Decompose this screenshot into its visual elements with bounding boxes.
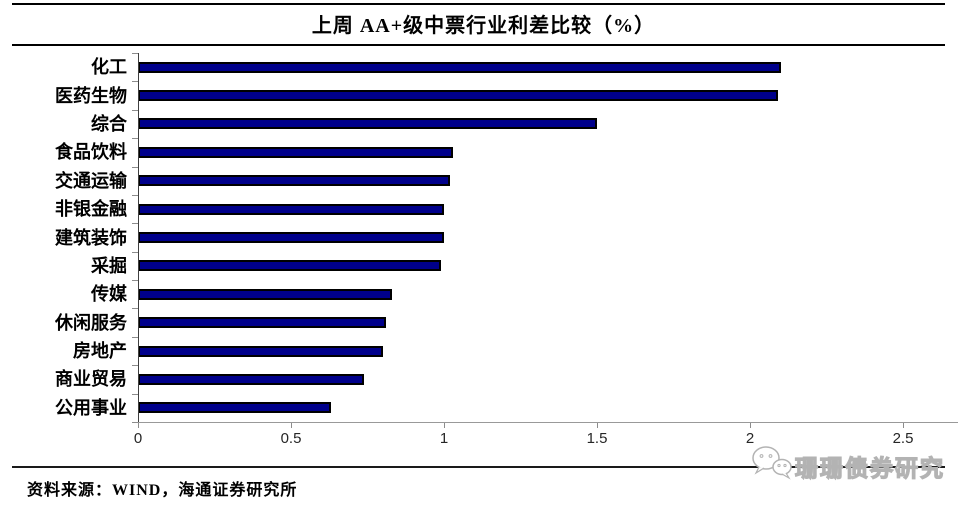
category-label: 化工 (91, 57, 127, 78)
category-label: 采掘 (91, 255, 127, 276)
x-tick-label: 1 (439, 430, 449, 447)
wechat-icon (749, 443, 793, 488)
bar (138, 288, 392, 300)
category-label: 非银金融 (55, 199, 127, 220)
bar-track (138, 53, 903, 81)
chart-row: 化工 (0, 53, 903, 81)
y-axis (138, 53, 139, 423)
bar-track (138, 394, 903, 422)
chart-row: 房地产 (0, 337, 903, 365)
bar (138, 402, 331, 414)
x-tick-label: 0 (133, 430, 143, 447)
chart-row: 商业贸易 (0, 365, 903, 393)
y-axis-tick (132, 223, 138, 225)
bar (138, 118, 597, 130)
bar (138, 317, 386, 329)
watermark-text: 珊珊债券研究 (794, 455, 945, 481)
chart-row: 综合 (0, 110, 903, 138)
x-axis-line (138, 422, 958, 423)
x-tick-label: 0.5 (280, 430, 302, 447)
chart-row: 交通运输 (0, 167, 903, 195)
top-rule (12, 3, 945, 5)
bar-track (138, 195, 903, 223)
chart-row: 医药生物 (0, 81, 903, 109)
bar (138, 260, 441, 272)
bar-chart: 化工医药生物综合食品饮料交通运输非银金融建筑装饰采掘传媒休闲服务房地产商业贸易公… (0, 53, 903, 422)
bar (138, 90, 778, 102)
x-axis-tick (444, 423, 445, 428)
y-axis-tick (132, 166, 138, 168)
bar (138, 146, 454, 158)
bar-track (138, 309, 903, 337)
chart-row: 非银金融 (0, 195, 903, 223)
bar (138, 203, 444, 215)
bar-track (138, 110, 903, 138)
y-axis-tick (132, 109, 138, 111)
category-label: 建筑装饰 (55, 227, 127, 248)
category-label: 食品饮料 (55, 142, 127, 163)
bar (138, 373, 365, 385)
bar-track (138, 138, 903, 166)
source-note: 资料来源：WIND，海通证券研究所 (27, 482, 298, 499)
bar (138, 345, 383, 357)
chart-row: 传媒 (0, 280, 903, 308)
bar (138, 61, 781, 73)
x-tick-label: 2 (745, 430, 755, 447)
x-axis-tick (291, 423, 292, 428)
y-axis-tick (132, 336, 138, 338)
category-label: 房地产 (73, 341, 127, 362)
chart-row: 采掘 (0, 252, 903, 280)
bar-track (138, 280, 903, 308)
chart-row: 休闲服务 (0, 309, 903, 337)
category-label: 休闲服务 (55, 312, 127, 333)
y-axis-tick (132, 194, 138, 196)
y-axis-tick (132, 280, 138, 282)
y-axis-tick (132, 53, 138, 54)
category-label: 交通运输 (55, 170, 127, 191)
chart-row: 食品饮料 (0, 138, 903, 166)
bar-track (138, 81, 903, 109)
y-axis-tick (132, 393, 138, 395)
bar-track (138, 223, 903, 251)
watermark: 珊珊债券研究 (749, 443, 945, 488)
bar (138, 175, 451, 187)
bar-track (138, 365, 903, 393)
y-axis-tick (132, 81, 138, 83)
title-rule (12, 44, 945, 46)
x-tick-label: 1.5 (586, 430, 608, 447)
y-axis-tick (132, 422, 138, 423)
bottom-rule (12, 466, 945, 468)
category-label: 综合 (91, 113, 127, 134)
x-tick-label: 2.5 (892, 430, 914, 447)
chart-row: 公用事业 (0, 394, 903, 422)
y-axis-tick (132, 138, 138, 140)
category-label: 商业贸易 (55, 369, 127, 390)
bar-track (138, 167, 903, 195)
bar-track (138, 337, 903, 365)
y-axis-tick (132, 365, 138, 367)
chart-title: 上周 AA+级中票行业利差比较（%） (311, 15, 656, 37)
x-axis-tick (903, 423, 904, 428)
category-label: 公用事业 (55, 397, 127, 418)
bar-track (138, 252, 903, 280)
chart-row: 建筑装饰 (0, 223, 903, 251)
y-axis-tick (132, 251, 138, 253)
category-label: 传媒 (91, 284, 127, 305)
x-axis-tick (597, 423, 598, 428)
x-axis-tick (750, 423, 751, 428)
category-label: 医药生物 (55, 85, 127, 106)
bar (138, 232, 444, 244)
y-axis-tick (132, 308, 138, 310)
x-axis-tick (138, 423, 139, 428)
